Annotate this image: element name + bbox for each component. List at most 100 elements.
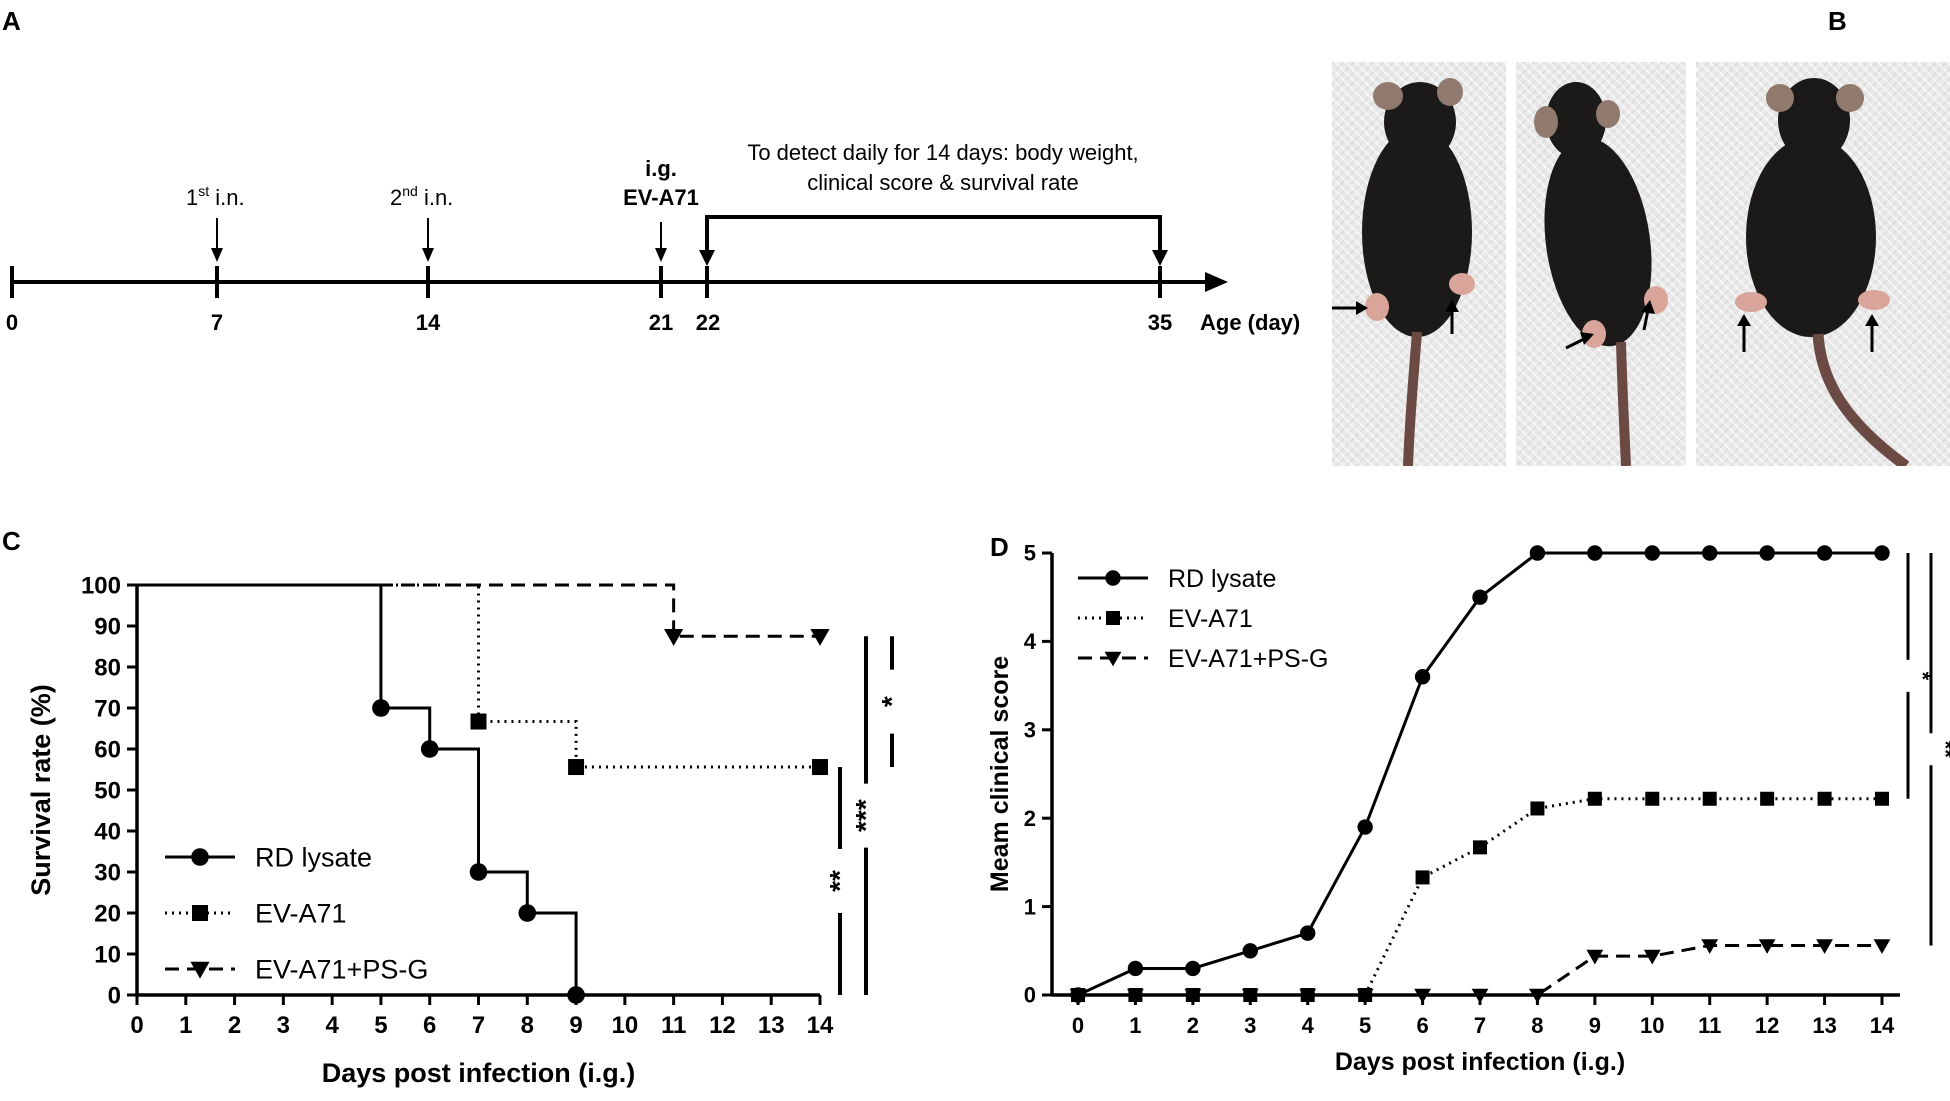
mouse-ear — [1437, 78, 1463, 106]
event-label-1: 1st i.n. — [186, 183, 245, 210]
detection-text-line2: clinical score & survival rate — [807, 170, 1078, 195]
series-line — [137, 583, 820, 769]
mouse-tail — [1403, 331, 1422, 466]
data-point — [1530, 801, 1545, 816]
y-tick-label: 30 — [94, 859, 121, 886]
x-tick-label: 2 — [1187, 1013, 1199, 1038]
x-tick-label: 6 — [423, 1012, 436, 1039]
data-point — [518, 904, 537, 922]
x-tick-label: 5 — [374, 1012, 387, 1039]
y-tick-label: 1 — [1024, 894, 1036, 919]
timeline-arrowhead — [1205, 272, 1228, 292]
data-point — [1127, 988, 1144, 1004]
mouse-drawing-2 — [1534, 82, 1668, 466]
x-tick-label: 10 — [612, 1012, 639, 1039]
arrow — [1642, 309, 1650, 331]
mouse-tail — [1616, 341, 1631, 466]
data-point — [372, 699, 390, 717]
data-point — [1760, 791, 1775, 806]
data-point — [567, 986, 585, 1004]
mouse-ear — [1596, 100, 1620, 128]
x-tick-label: 12 — [1755, 1013, 1779, 1038]
data-point — [1529, 545, 1546, 561]
x-tick-label: 2 — [228, 1012, 241, 1039]
x-tick-label: 7 — [472, 1012, 485, 1039]
data-point — [1758, 939, 1776, 954]
data-point — [1473, 840, 1487, 855]
x-axis-title: Days post infection (i.g.) — [322, 1058, 636, 1088]
x-tick-label: 11 — [1698, 1013, 1721, 1038]
y-tick-label: 60 — [94, 736, 121, 763]
arrowhead — [1356, 301, 1368, 315]
data-point — [1874, 545, 1890, 561]
data-point — [1357, 819, 1373, 835]
data-point — [1701, 939, 1719, 954]
event-label-1-base: 1 — [186, 185, 198, 210]
legend-marker — [190, 961, 210, 979]
data-point — [810, 629, 830, 646]
legend-marker — [1104, 651, 1122, 667]
mouse-photo-1 — [1332, 62, 1506, 466]
x-tick-label: 10 — [1640, 1013, 1664, 1038]
timeline-tick-label-14: 14 — [416, 310, 441, 335]
significance-label: * — [1910, 672, 1935, 681]
mouse-ear — [1534, 106, 1558, 138]
event-label-1-sup: st — [198, 183, 209, 199]
mouse-head — [1384, 82, 1456, 162]
data-point — [1873, 939, 1891, 954]
mouse-ear — [1373, 82, 1403, 110]
y-axis-title: Meam clinical score — [986, 656, 1014, 892]
series-line — [137, 583, 820, 638]
y-tick-label: 90 — [94, 613, 121, 640]
x-tick-label: 8 — [1531, 1013, 1543, 1038]
event-arrowhead-1 — [211, 248, 223, 262]
data-point — [1185, 960, 1201, 977]
y-tick-label: 20 — [94, 900, 121, 927]
data-point — [1759, 545, 1775, 561]
data-point — [1875, 791, 1889, 806]
y-tick-label: 4 — [1024, 629, 1037, 654]
data-point — [1587, 791, 1602, 806]
significance-label: ** — [1933, 741, 1950, 759]
survival-chart: 0 1 2 3 4 5 6 7 8 9 10 11 12 13 1401020304050607080901… — [26, 572, 907, 1088]
panel-label-a: A — [2, 6, 21, 36]
data-point — [1241, 988, 1259, 1004]
data-point — [1069, 988, 1087, 1004]
legend-marker — [1106, 611, 1120, 625]
mouse-drawing-3 — [1735, 78, 1910, 466]
data-point — [1414, 988, 1431, 1004]
legend-label: RD lysate — [1168, 565, 1276, 593]
legend-label: EV-A71+PS-G — [1168, 645, 1329, 673]
x-tick-label: 8 — [521, 1012, 534, 1039]
arrowhead — [1865, 314, 1879, 326]
y-tick-label: 80 — [94, 654, 121, 681]
x-tick-label: 6 — [1416, 1013, 1428, 1038]
x-tick-label: 9 — [1589, 1013, 1601, 1038]
data-point — [1414, 669, 1431, 685]
x-tick-label: 3 — [277, 1012, 290, 1039]
data-point — [1299, 988, 1317, 1004]
detection-text-line1: To detect daily for 14 days: body weight… — [747, 140, 1138, 165]
panel-label-c: C — [2, 526, 21, 556]
event-label-2-sup: nd — [402, 183, 418, 199]
event-label-1-rest: i.n. — [209, 185, 244, 210]
timeline-axis-label: Age (day) — [1200, 310, 1300, 335]
event-label-3-line1: i.g. — [645, 156, 677, 181]
event-label-2: 2nd i.n. — [390, 183, 453, 210]
legend-marker — [1105, 570, 1121, 586]
mouse-ear — [1836, 84, 1864, 112]
data-point — [812, 759, 828, 776]
data-point — [1415, 870, 1430, 885]
data-point — [1184, 988, 1202, 1004]
y-tick-label: 3 — [1024, 718, 1036, 743]
x-tick-label: 9 — [569, 1012, 582, 1039]
panel-label-b: B — [1828, 6, 1847, 36]
data-point — [1817, 791, 1832, 806]
data-point — [1242, 943, 1258, 959]
timeline-tick-label-7: 7 — [211, 310, 223, 335]
y-tick-label: 50 — [94, 777, 121, 804]
series-line — [137, 583, 578, 995]
y-tick-label: 2 — [1024, 806, 1036, 831]
